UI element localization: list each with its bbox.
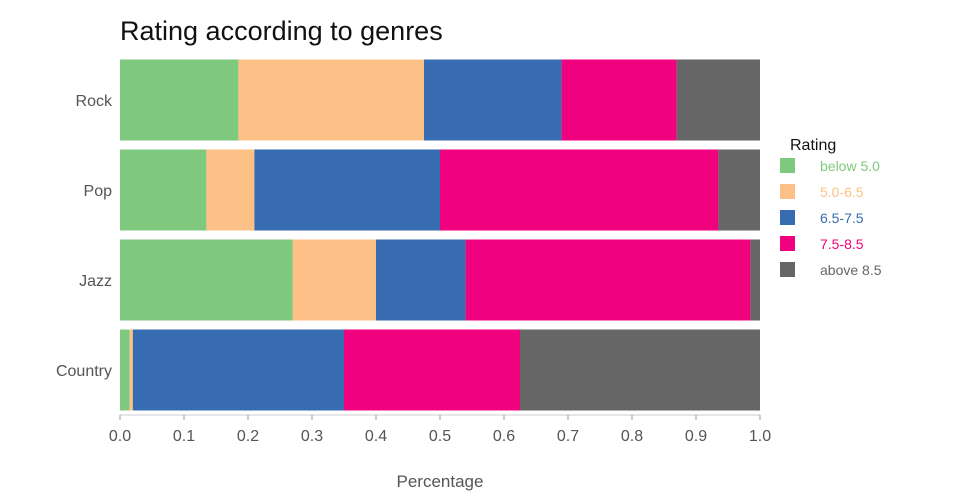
category-label-rock: Rock: [76, 93, 113, 110]
x-axis-ticks: 0.0 0.1 0.2 0.3 0.4 0.5 0.6 0.7 0.8 0.9 1.0: [109, 415, 771, 445]
x-tick-label: 0.7: [557, 428, 579, 445]
bar-rock-series-3: [561, 59, 677, 141]
legend-swatch-1: [780, 184, 795, 199]
x-tick-label: 0.5: [429, 428, 451, 445]
bar-jazz-series-0: [120, 239, 293, 321]
category-label-pop: Pop: [84, 183, 113, 200]
bar-jazz-series-3: [465, 239, 751, 321]
legend-label-2: 6.5-7.5: [820, 210, 864, 226]
bar-pop-series-2: [254, 149, 440, 231]
bar-jazz-series-2: [376, 239, 466, 321]
legend-label-3: 7.5-8.5: [820, 236, 864, 252]
bar-rock-series-4: [676, 59, 760, 141]
bar-country-series-0: [120, 329, 130, 411]
category-label-jazz: Jazz: [79, 273, 112, 290]
x-tick-label: 0.8: [621, 428, 643, 445]
x-tick-label: 0.4: [365, 428, 387, 445]
x-tick-label: 0.1: [173, 428, 195, 445]
bar-rock-series-0: [120, 59, 239, 141]
legend-title: Rating: [790, 137, 836, 154]
legend-label-4: above 8.5: [820, 262, 882, 278]
bars-group: [120, 59, 760, 411]
x-tick-label: 0.6: [493, 428, 515, 445]
bar-country-series-1: [129, 329, 133, 411]
x-tick-label: 0.0: [109, 428, 131, 445]
category-labels: Rock Pop Jazz Country: [56, 93, 113, 380]
category-label-country: Country: [56, 363, 112, 380]
legend-swatch-4: [780, 262, 795, 277]
x-tick-label: 0.3: [301, 428, 323, 445]
legend: Rating below 5.0 5.0-6.5 6.5-7.5 7.5-8.5 abo…: [780, 137, 882, 278]
x-tick-label: 0.2: [237, 428, 259, 445]
legend-swatch-2: [780, 210, 795, 225]
bar-rock-series-1: [238, 59, 424, 141]
legend-label-0: below 5.0: [820, 158, 880, 174]
bar-jazz-series-4: [750, 239, 760, 321]
x-axis-label: Percentage: [397, 472, 484, 491]
bar-pop-series-3: [440, 149, 719, 231]
x-tick-label: 1.0: [749, 428, 771, 445]
bar-pop-series-0: [120, 149, 207, 231]
bar-country-series-4: [520, 329, 760, 411]
legend-swatch-3: [780, 236, 795, 251]
bar-country-series-3: [344, 329, 520, 411]
x-tick-label: 0.9: [685, 428, 707, 445]
bar-pop-series-1: [206, 149, 255, 231]
bar-rock-series-2: [424, 59, 562, 141]
legend-label-1: 5.0-6.5: [820, 184, 864, 200]
bar-country-series-2: [132, 329, 344, 411]
bar-pop-series-4: [718, 149, 760, 231]
legend-swatch-0: [780, 158, 795, 173]
chart-title: Rating according to genres: [120, 16, 443, 46]
bar-jazz-series-1: [292, 239, 376, 321]
